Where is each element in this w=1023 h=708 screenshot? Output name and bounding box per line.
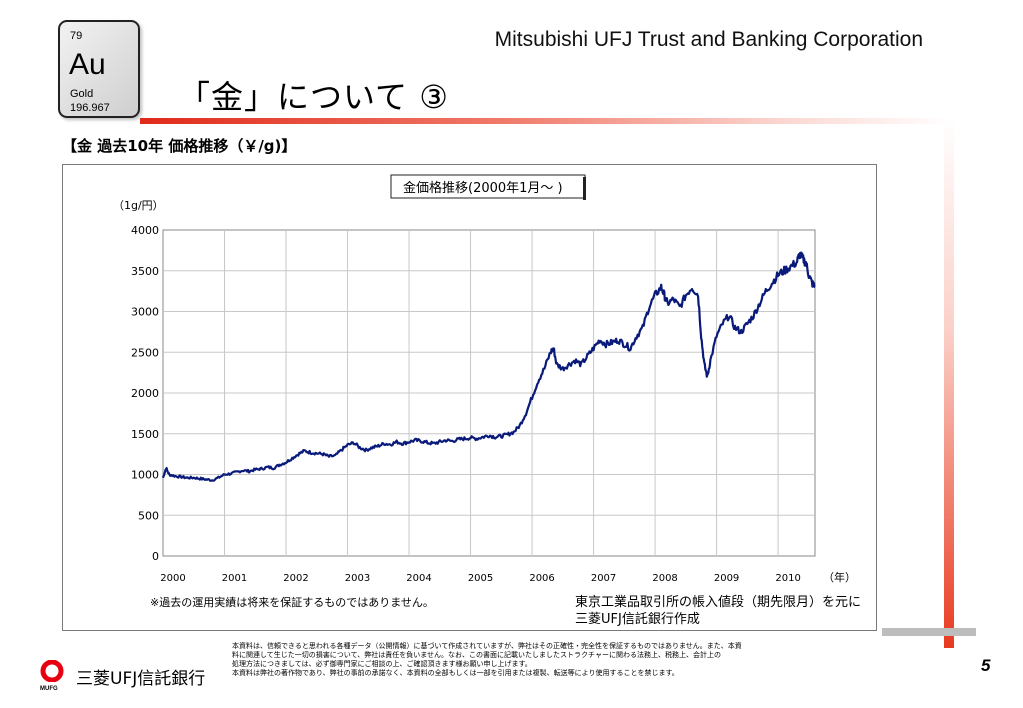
- disclaimer-line: 本資料は、信頼できると思われる各種データ（公開情報）に基づいて作成されていますが…: [232, 642, 742, 650]
- atomic-mass: 196.967: [70, 102, 110, 114]
- x-tick-label: 2008: [652, 573, 677, 584]
- chart-grid: [162, 229, 816, 557]
- x-tick-label: 2000: [160, 573, 185, 584]
- disclaimer-note: ※過去の運用実績は将来を保証するものではありません。: [150, 596, 434, 609]
- x-tick-label: 2002: [283, 573, 308, 584]
- y-tick-label: 4000: [131, 224, 159, 237]
- source-note-line2: 三菱UFJ信託銀行作成: [575, 612, 700, 627]
- y-axis-label: （1g/円）: [113, 199, 164, 212]
- x-tick-label: 2006: [529, 573, 554, 584]
- x-tick-label: 2004: [406, 573, 431, 584]
- chart-title: 金価格推移(2000年1月～ ): [403, 180, 563, 196]
- x-tick-label: 2005: [468, 573, 493, 584]
- element-name: Gold: [70, 88, 94, 100]
- source-note-line1: 東京工業品取引所の帳入値段（期先限月）を元に: [575, 595, 862, 610]
- atomic-number: 79: [70, 30, 83, 42]
- y-tick-label: 2500: [131, 346, 159, 359]
- chart-title-box: 金価格推移(2000年1月～ ): [390, 174, 586, 200]
- page-number: 5: [981, 656, 991, 675]
- section-label: 【金 過去10年 価格推移（￥/g)】: [62, 137, 297, 155]
- chart-frame: 0 500 1000 1500 2000 2500 3000 3500 4000 2000 200…: [62, 164, 877, 631]
- x-tick-label: 2003: [345, 573, 370, 584]
- slide-title: 「金」について ③: [178, 78, 449, 116]
- y-tick-label: 0: [152, 550, 159, 563]
- y-tick-label: 1500: [131, 428, 159, 441]
- right-accent-bar: [944, 118, 954, 648]
- disclaimer-line: 料に関連して生じた一切の損害について、弊社は責任を負いません。なお、この書面に記…: [232, 651, 721, 659]
- y-tick-label: 3500: [131, 265, 159, 278]
- x-tick-label: 2010: [775, 573, 800, 584]
- gold-price-series-line: [161, 251, 816, 482]
- title-underline: [140, 118, 950, 124]
- x-axis-ticks: 2000 2001 2002 2003 2004 2005 2006 2007 2008 2009…: [160, 573, 801, 584]
- company-name: Mitsubishi UFJ Trust and Banking Corpora…: [494, 28, 923, 51]
- disclaimer-line: 処理方法につきましては、必ず御専門家にご相談の上、ご確認頂きます様お願い申し上げ…: [232, 660, 532, 668]
- x-tick-label: 2009: [714, 573, 739, 584]
- x-tick-label: 2001: [222, 573, 247, 584]
- mufg-logo-icon: [40, 660, 64, 682]
- element-symbol: Au: [69, 48, 106, 81]
- y-tick-label: 1000: [131, 469, 159, 482]
- logo-subtext: MUFG: [40, 686, 58, 692]
- y-tick-label: 500: [138, 509, 159, 522]
- bank-name: 三菱UFJ信託銀行: [76, 669, 206, 689]
- footer-grey-bar: [882, 628, 976, 636]
- y-tick-label: 2000: [131, 387, 159, 400]
- y-tick-label: 3000: [131, 306, 159, 319]
- x-tick-label: 2007: [591, 573, 616, 584]
- disclaimer-line: 本資料は弊社の著作物であり、弊社の事前の承諾なく、本資料の全部もしくは一部を引用…: [232, 669, 679, 677]
- y-axis-ticks: 0 500 1000 1500 2000 2500 3000 3500 4000: [131, 224, 159, 563]
- source-note: 東京工業品取引所の帳入値段（期先限月）を元に 三菱UFJ信託銀行作成: [575, 594, 861, 628]
- legal-disclaimer: 本資料は、信頼できると思われる各種データ（公開情報）に基づいて作成されていますが…: [232, 642, 862, 678]
- gold-element-tile: 79 Au Gold 196.967: [58, 20, 140, 118]
- x-axis-label: （年）: [823, 570, 856, 584]
